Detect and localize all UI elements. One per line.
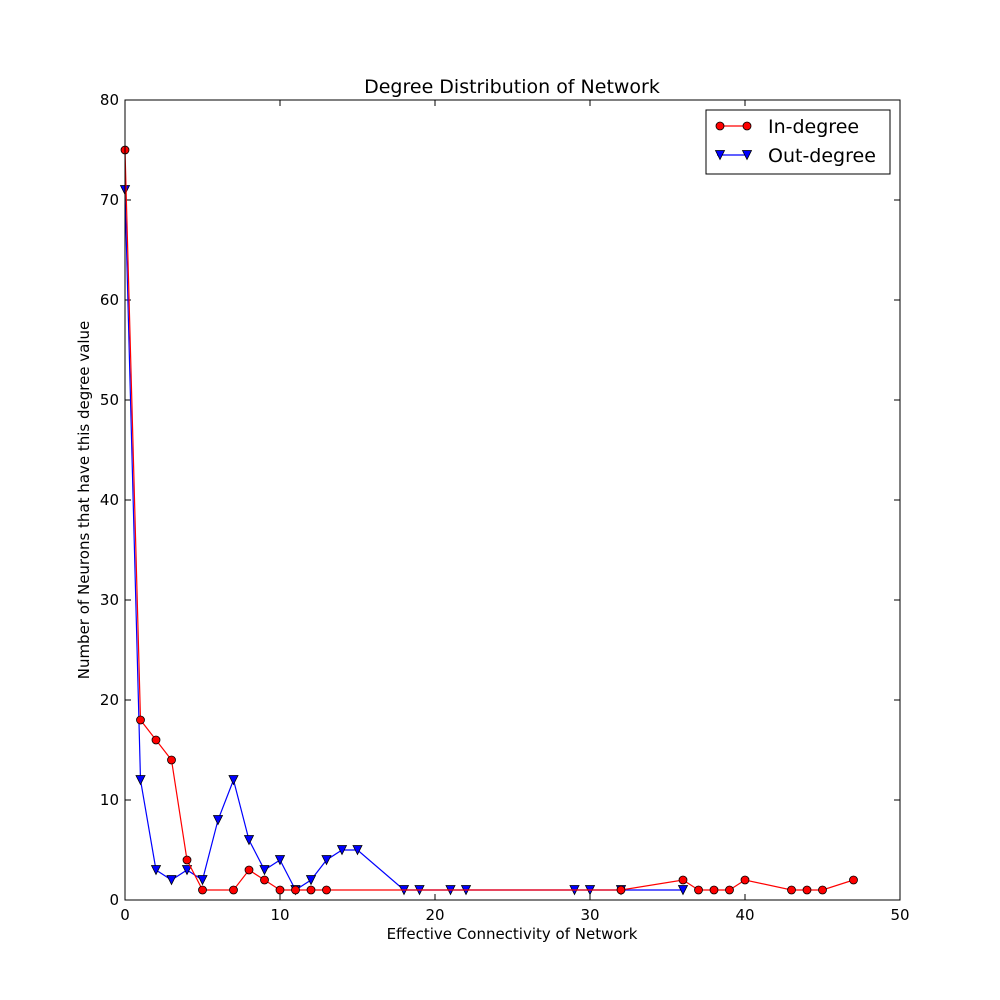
plot-series (119, 145, 858, 896)
y-tick-label: 10 (100, 791, 119, 809)
x-tick-label: 40 (735, 906, 754, 924)
x-tick-label: 10 (270, 906, 289, 924)
data-point-in-degree (740, 875, 750, 885)
legend: In-degree Out-degree (705, 109, 891, 175)
data-point-in-degree (787, 885, 796, 895)
x-axis-label: Effective Connectivity of Network (387, 925, 638, 943)
data-point-out-degree (677, 885, 689, 896)
legend-marker-out-degree (741, 150, 753, 161)
data-point-out-degree (197, 875, 208, 886)
data-point-out-degree (274, 855, 286, 866)
legend-marker-out-degree (714, 150, 726, 161)
data-point-in-degree (818, 885, 827, 895)
y-tick-label: 60 (100, 291, 119, 309)
data-point-in-degree (802, 885, 812, 895)
data-point-in-degree (678, 875, 688, 885)
y-tick-label: 30 (100, 591, 119, 609)
data-point-out-degree (212, 815, 224, 826)
y-tick-label: 0 (109, 891, 119, 909)
data-point-in-degree (322, 885, 331, 895)
data-point-in-degree (182, 855, 192, 865)
data-point-in-degree (198, 885, 207, 895)
data-point-out-degree (135, 775, 146, 786)
legend-label-in-degree: In-degree (768, 116, 859, 138)
data-point-in-degree (291, 885, 300, 895)
y-tick-label: 50 (100, 391, 119, 409)
data-point-out-degree (336, 845, 348, 856)
axis-ticks: 0 10 20 30 40 50 0 10 20 30 40 50 60 70 80 (100, 91, 910, 924)
data-point-in-degree (275, 885, 285, 895)
y-tick-label: 80 (100, 91, 119, 109)
data-point-in-degree (725, 885, 734, 895)
data-point-out-degree (259, 865, 270, 876)
data-point-in-degree (849, 875, 858, 885)
data-point-in-degree (694, 885, 703, 895)
data-point-out-degree (243, 835, 255, 846)
legend-box (705, 109, 891, 175)
data-point-in-degree (306, 885, 316, 895)
y-tick-label: 20 (100, 691, 119, 709)
x-tick-label: 20 (425, 906, 444, 924)
chart-title: Degree Distribution of Network (364, 76, 660, 98)
y-axis-label: Number of Neurons that have this degree … (75, 321, 93, 680)
data-point-out-degree (150, 865, 162, 876)
data-point-in-degree (244, 865, 254, 875)
data-point-in-degree (167, 755, 176, 765)
data-point-out-degree (228, 775, 239, 786)
data-point-out-degree (166, 875, 177, 886)
data-point-in-degree (136, 715, 145, 725)
data-point-in-degree (709, 885, 719, 895)
plot-frame (124, 99, 901, 901)
data-point-out-degree (321, 855, 332, 866)
legend-label-out-degree: Out-degree (768, 145, 876, 167)
data-point-in-degree (260, 875, 269, 885)
y-tick-label: 40 (100, 491, 119, 509)
data-point-in-degree (151, 735, 161, 745)
series-out-degree (119, 185, 689, 896)
series-line-out-degree (124, 189, 683, 891)
y-tick-label: 70 (100, 191, 119, 209)
data-point-in-degree (229, 885, 238, 895)
series-in-degree (120, 145, 858, 895)
x-tick-label: 30 (580, 906, 599, 924)
data-point-out-degree (305, 875, 317, 886)
x-tick-label: 0 (120, 906, 130, 924)
x-tick-label: 50 (890, 906, 909, 924)
legend-marker-in-degree (715, 121, 725, 131)
data-point-out-degree (352, 845, 363, 856)
legend-marker-in-degree (742, 121, 752, 131)
data-point-out-degree (181, 865, 193, 876)
data-point-in-degree (616, 885, 626, 895)
